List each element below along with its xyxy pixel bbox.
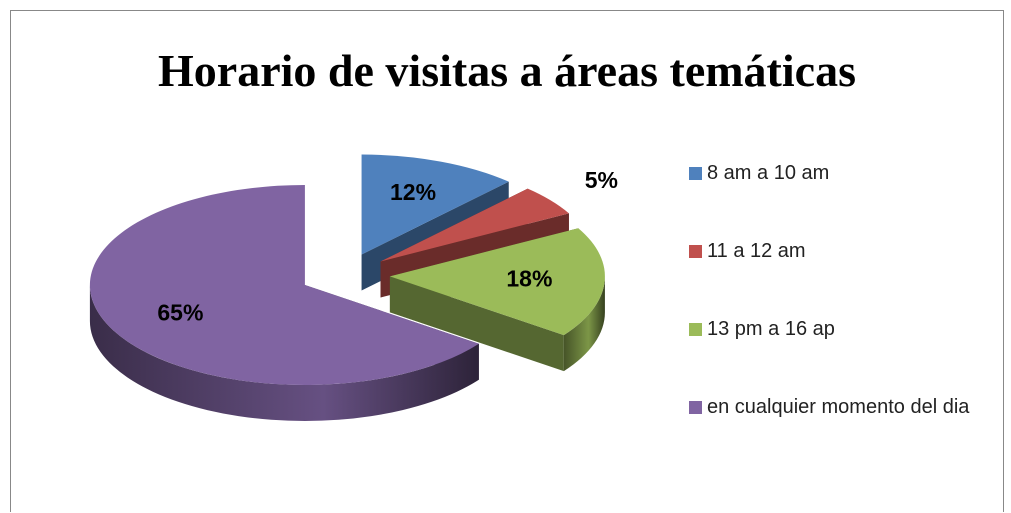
legend-item: 11 a 12 am: [689, 238, 989, 316]
data-label: 5%: [585, 167, 618, 193]
slice: [89, 184, 479, 385]
legend-item: 13 pm a 16 ap: [689, 316, 989, 394]
chart-title: Horario de visitas a áreas temáticas: [158, 45, 856, 96]
legend-swatch: [689, 401, 702, 414]
slice: [380, 188, 569, 262]
chart-frame: [10, 10, 1004, 512]
slice-side: [563, 276, 605, 372]
slice: [361, 154, 509, 255]
legend-swatch: [689, 167, 702, 180]
data-label: 65%: [157, 300, 203, 326]
legend-swatch: [689, 323, 702, 336]
data-label: 12%: [390, 179, 436, 205]
slice: [389, 228, 605, 336]
slice-wall: [389, 276, 564, 372]
legend-swatch: [689, 245, 702, 258]
legend-label: en cualquier momento del dia: [707, 396, 970, 418]
legend-label: 8 am a 10 am: [707, 162, 830, 184]
legend-label: 13 pm a 16 ap: [707, 318, 835, 340]
data-label: 18%: [506, 266, 552, 292]
legend-item: en cualquier momento del dia: [689, 394, 989, 472]
legend: 8 am a 10 am 11 a 12 am 13 pm a 16 ap en cu…: [689, 160, 989, 472]
slice-tops: [89, 154, 605, 385]
slice-side: [89, 284, 479, 421]
legend-label: 11 a 12 am: [707, 240, 806, 262]
legend-item: 8 am a 10 am: [689, 160, 989, 238]
